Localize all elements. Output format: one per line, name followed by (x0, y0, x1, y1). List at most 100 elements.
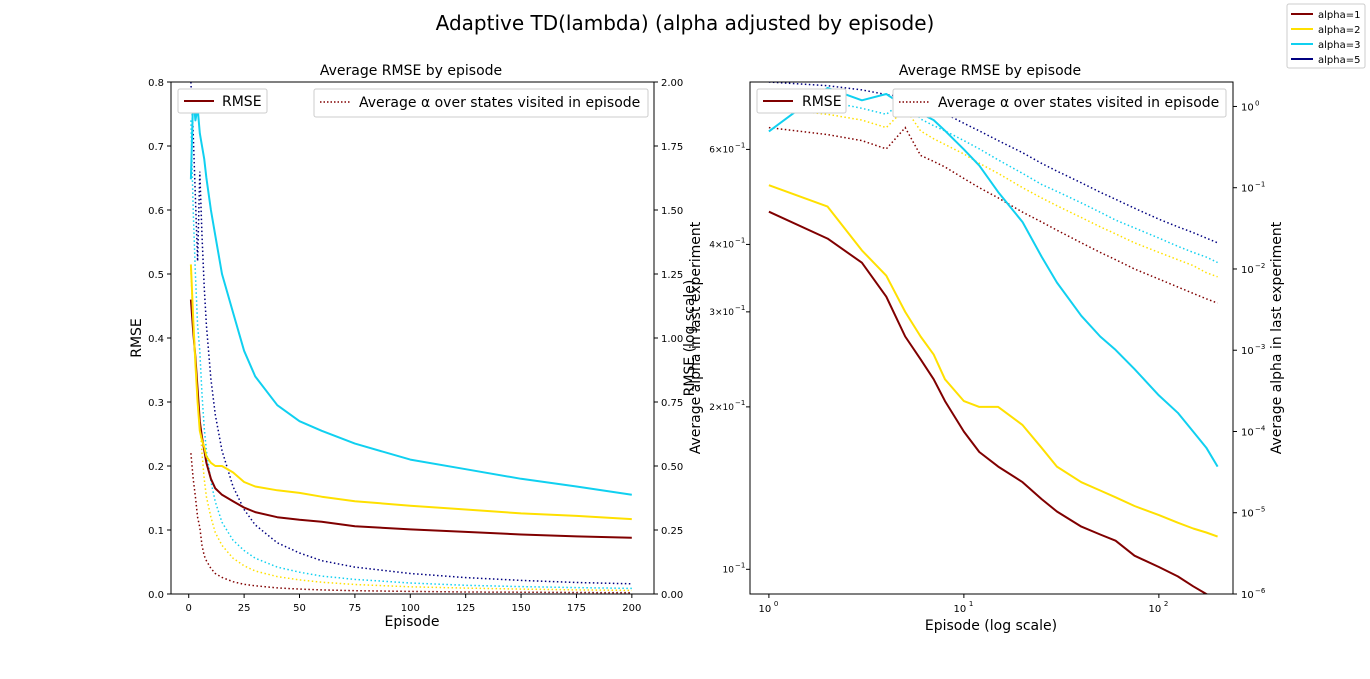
y-tick-label: 0.0 (148, 590, 164, 601)
y2-tick-label: 10 (1241, 265, 1254, 276)
y2-tick-label: 0.25 (661, 526, 683, 537)
x-tick-label: 0 (186, 603, 192, 614)
alpha-series-alpha-3 (768, 96, 1218, 264)
y2-axis-label: Average alpha in last experiment (1269, 221, 1285, 454)
x-tick-label: 100 (401, 603, 420, 614)
y2-tick-label: 10 (1241, 509, 1254, 520)
x-axis-label: Episode (log scale) (925, 618, 1057, 634)
svg-text:RMSE: RMSE (802, 94, 842, 110)
y-tick-label: 0.1 (148, 526, 164, 537)
y2-axis-label: Average alpha in last experiment (688, 221, 704, 454)
y2-tick-label-exponent: −1 (1255, 181, 1265, 189)
y2-tick-label: 2.00 (661, 78, 683, 89)
y2-tick-label: 10 (1241, 184, 1254, 195)
y2-tick-label: 1.50 (661, 206, 683, 217)
alpha-series-alpha-1 (768, 126, 1218, 304)
y2-tick-label: 10 (1241, 102, 1254, 113)
y2-tick-label: 1.75 (661, 142, 683, 153)
x-tick-label-exponent: 0 (774, 600, 778, 608)
y2-tick-label: 1.00 (661, 334, 683, 345)
x-tick-label: 50 (293, 603, 306, 614)
x-tick-label: 10 (1148, 604, 1161, 615)
figure-legend: alpha=1 alpha=2 alpha=3 alpha=5 (1286, 3, 1366, 69)
y2-tick-label: 10 (1241, 427, 1254, 438)
overlapping-y-axis-label: RMSE (log scale) (682, 280, 698, 397)
y2-tick-label-exponent: −5 (1255, 506, 1265, 514)
alpha-series-alpha-1 (190, 453, 632, 594)
alpha-series-alpha-2 (190, 268, 632, 592)
x-axis-label: Episode (385, 614, 440, 630)
y-tick-label: 0.6 (148, 206, 164, 217)
y2-tick-label: 0.00 (661, 590, 683, 601)
plot-frame (749, 81, 1234, 595)
svg-text:alpha=3: alpha=3 (1318, 40, 1360, 51)
y2-tick-label: 10 (1241, 346, 1254, 357)
y2-tick-label-exponent: 0 (1255, 99, 1259, 107)
y2-tick-label-exponent: −6 (1255, 587, 1266, 595)
rmse-series-alpha-3 (189, 93, 632, 496)
y-tick-label: 4×10 (709, 240, 734, 250)
x-tick-label: 75 (349, 603, 362, 614)
plot-frame (170, 81, 655, 595)
y-tick-label-exponent: −1 (735, 236, 745, 244)
svg-text:alpha=5: alpha=5 (1318, 55, 1360, 66)
y-tick-label: 2×10 (709, 403, 734, 413)
y2-tick-label: 0.75 (661, 398, 683, 409)
y-tick-label: 0.4 (148, 334, 164, 345)
y-tick-label-exponent: −1 (735, 561, 745, 569)
legend-alpha: Average α over states visited in episode (313, 88, 649, 118)
rmse-series-alpha-2 (189, 264, 632, 521)
rmse-series-alpha-3 (768, 86, 1219, 468)
figure-title: Adaptive TD(lambda) (alpha adjusted by e… (436, 11, 935, 35)
y-tick-label-exponent: −1 (735, 141, 745, 149)
figure-legend-entry: alpha=1 (1291, 10, 1360, 21)
figure-legend-entry: alpha=5 (1291, 55, 1360, 66)
y-axis-label: RMSE (129, 318, 145, 358)
y-tick-label: 0.2 (148, 462, 164, 473)
y-tick-label: 0.8 (148, 78, 164, 89)
chart-panel-linear: Average RMSE by episode 0 25 50 75 100 125 150… (129, 63, 704, 630)
y-tick-label-exponent: −1 (735, 304, 745, 312)
x-tick-label: 150 (512, 603, 531, 614)
legend-rmse: RMSE (756, 88, 847, 114)
y2-tick-label-exponent: −3 (1255, 343, 1265, 351)
y-tick-label: 0.5 (148, 270, 164, 281)
alpha-series-alpha-5 (190, 82, 632, 585)
x-tick-label: 200 (622, 603, 641, 614)
alpha-series-alpha-2 (768, 107, 1218, 278)
x-tick-label: 10 (954, 604, 967, 615)
legend-alpha: Average α over states visited in episode (892, 88, 1227, 118)
svg-text:Average α over states visited: Average α over states visited in episode (359, 95, 640, 111)
y2-tick-label: 1.25 (661, 270, 683, 281)
rmse-series-alpha-1 (768, 210, 1209, 594)
chart-title: Average RMSE by episode (899, 63, 1081, 79)
figure-legend-entry: alpha=3 (1291, 40, 1360, 51)
y2-tick-label: 0.50 (661, 462, 683, 473)
y2-tick-label: 10 (1241, 590, 1254, 601)
x-tick-label: 175 (567, 603, 586, 614)
x-tick-label-exponent: 1 (969, 600, 973, 608)
x-tick-label: 25 (238, 603, 251, 614)
rmse-series-alpha-1 (189, 299, 632, 539)
chart-title: Average RMSE by episode (320, 63, 502, 79)
alpha-series-alpha-3 (190, 120, 632, 590)
rmse-series-alpha-2 (768, 184, 1218, 538)
y-tick-label: 10 (723, 565, 735, 575)
y2-tick-label-exponent: −4 (1255, 424, 1266, 432)
y-tick-label: 0.3 (148, 398, 164, 409)
legend-rmse: RMSE (177, 88, 268, 114)
y-tick-label: 0.7 (148, 142, 164, 153)
y-tick-label: 3×10 (709, 308, 734, 318)
svg-text:Average α over states visited: Average α over states visited in episode (938, 95, 1219, 111)
x-tick-label: 125 (456, 603, 475, 614)
y-tick-label: 6×10 (709, 145, 734, 155)
x-tick-label-exponent: 2 (1164, 600, 1168, 608)
svg-text:RMSE: RMSE (222, 94, 262, 110)
svg-text:alpha=1: alpha=1 (1318, 10, 1360, 21)
svg-text:alpha=2: alpha=2 (1318, 25, 1360, 36)
y-tick-label-exponent: −1 (735, 399, 745, 407)
chart-panel-log: Average RMSE by episode 10 0 10 1 10 210 −12×1… (709, 63, 1285, 634)
x-tick-label: 10 (759, 604, 772, 615)
figure-legend-entry: alpha=2 (1291, 25, 1360, 36)
